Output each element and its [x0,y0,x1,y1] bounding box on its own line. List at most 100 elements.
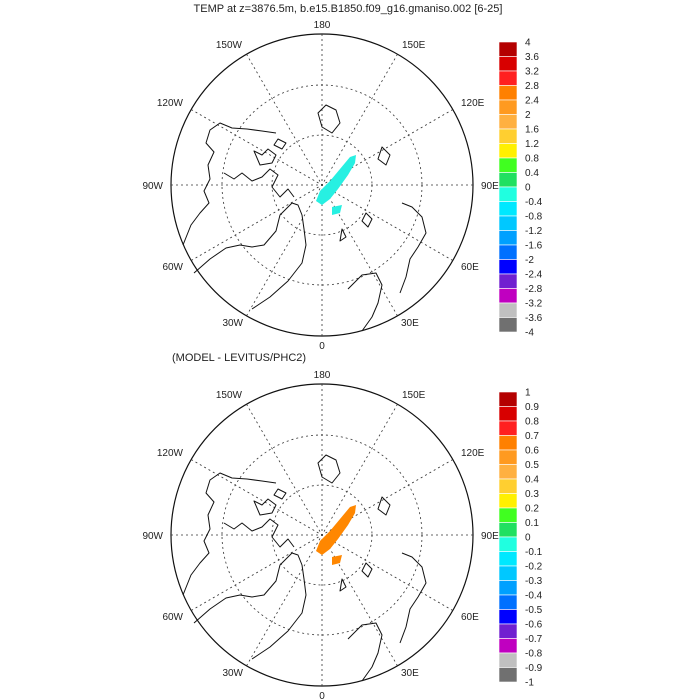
colorbar-cell [498,594,518,610]
colorbar-cell [498,522,518,538]
colorbar-cell [498,157,518,173]
colorbar-label: 0.9 [525,402,539,413]
colorbar-label: 0.2 [525,504,539,515]
colorbar-label: -2 [525,255,534,266]
lon-label-90E: 90E [481,181,499,192]
colorbar-cell [498,623,518,639]
colorbar-cell [498,565,518,581]
colorbar-label: -0.4 [525,591,543,602]
colorbar-label: 0.4 [525,168,539,179]
colorbar-cell [498,580,518,596]
colorbar-cell [498,70,518,86]
colorbar-label: 0 [525,533,531,544]
colorbar-label: -1.6 [525,241,543,252]
colorbar-cell [498,41,518,57]
anomaly-region [316,155,356,215]
lon-label-150E: 150E [402,390,426,401]
colorbar-cell [498,667,518,683]
colorbar-cell [498,493,518,509]
colorbar-label: 1.2 [525,139,539,150]
lon-label-30E: 30E [401,318,419,329]
lon-label-150W: 150W [216,40,243,51]
colorbar-label: -0.6 [525,620,543,631]
colorbar-label: 0.7 [525,431,539,442]
lon-label-180: 180 [314,370,331,381]
figure-subtitle: (MODEL - LEVITUS/PHC2) [172,352,306,364]
colorbar-cell [498,230,518,246]
anomaly-patch [332,555,342,565]
colorbar-label: 2.8 [525,81,539,92]
colorbar-label: -1 [525,678,534,689]
colorbar-cell [498,143,518,159]
colorbar-label: -0.5 [525,605,543,616]
colorbar-cell [498,215,518,231]
anomaly-main [316,155,356,205]
colorbar-cell [498,435,518,451]
lon-label-150E: 150E [402,40,426,51]
lon-label-90W: 90W [142,181,163,192]
colorbar-label: 0.4 [525,475,539,486]
colorbar-cell [498,551,518,567]
colorbar-cell [498,652,518,668]
colorbar-label: -4 [525,328,534,339]
lon-label-180: 180 [314,20,331,31]
colorbar-label: 2.4 [525,96,539,107]
colorbar-label: 0.3 [525,489,539,500]
colorbar-cell [498,273,518,289]
colorbar-cell [498,201,518,217]
lon-label-60W: 60W [162,612,183,623]
colorbar-cell [498,302,518,318]
colorbar: 1 0.9 0.8 0.7 0.6 0.5 0.4 0.3 0.2 0.1 0 … [498,388,543,689]
colorbar-cell [498,449,518,465]
colorbar-label: 3.2 [525,67,539,78]
colorbar-label: -0.4 [525,197,543,208]
graticule [171,384,473,686]
lon-label-0: 0 [319,341,325,352]
colorbar-label: -0.8 [525,649,543,660]
colorbar-label: 2 [525,110,531,121]
colorbar-cell [498,507,518,523]
lon-label-90E: 90E [481,531,499,542]
colorbar-cell [498,99,518,115]
lon-label-90W: 90W [142,531,163,542]
colorbar-cell [498,391,518,407]
lon-label-60W: 60W [162,262,183,273]
colorbar-label: 1.6 [525,125,539,136]
lon-label-120W: 120W [157,448,184,459]
lon-label-60E: 60E [461,262,479,273]
colorbar-cell [498,478,518,494]
colorbar-cell [498,638,518,654]
figure-title: TEMP at z=3876.5m, b.e15.B1850.f09_g16.g… [194,3,503,15]
colorbar-label: -0.2 [525,562,543,573]
colorbar-cell [498,464,518,480]
colorbar-label: -3.2 [525,299,543,310]
colorbar-label: -0.9 [525,663,543,674]
colorbar-label: -0.8 [525,212,543,223]
coastlines [182,104,427,332]
colorbar-cell [498,406,518,422]
colorbar-label: 0.1 [525,518,539,529]
lon-label-150W: 150W [216,390,243,401]
colorbar-label: 0.6 [525,446,539,457]
colorbar-label: -2.4 [525,270,543,281]
colorbar-cell [498,536,518,552]
lon-label-0: 0 [319,691,325,700]
colorbar-cell [498,85,518,101]
map-panel: 180 150E 120E 90E 60E 30E 0 30W 60W 90W … [142,370,499,700]
colorbar-label: 1 [525,388,531,399]
colorbar: 4 3.6 3.2 2.8 2.4 2 1.6 1.2 0.8 0.4 0 -0… [498,38,543,339]
colorbar-cell [498,317,518,333]
colorbar-label: 0.5 [525,460,539,471]
lon-label-120E: 120E [461,98,485,109]
colorbar-label: -0.7 [525,634,543,645]
anomaly-patch [332,205,342,215]
colorbar-label: -0.1 [525,547,543,558]
colorbar-label: -0.3 [525,576,543,587]
colorbar-label: 4 [525,38,531,49]
graticule [171,34,473,336]
anomaly-region [316,505,356,565]
colorbar-label: -3.6 [525,313,543,324]
colorbar-cell [498,609,518,625]
colorbar-cell [498,172,518,188]
